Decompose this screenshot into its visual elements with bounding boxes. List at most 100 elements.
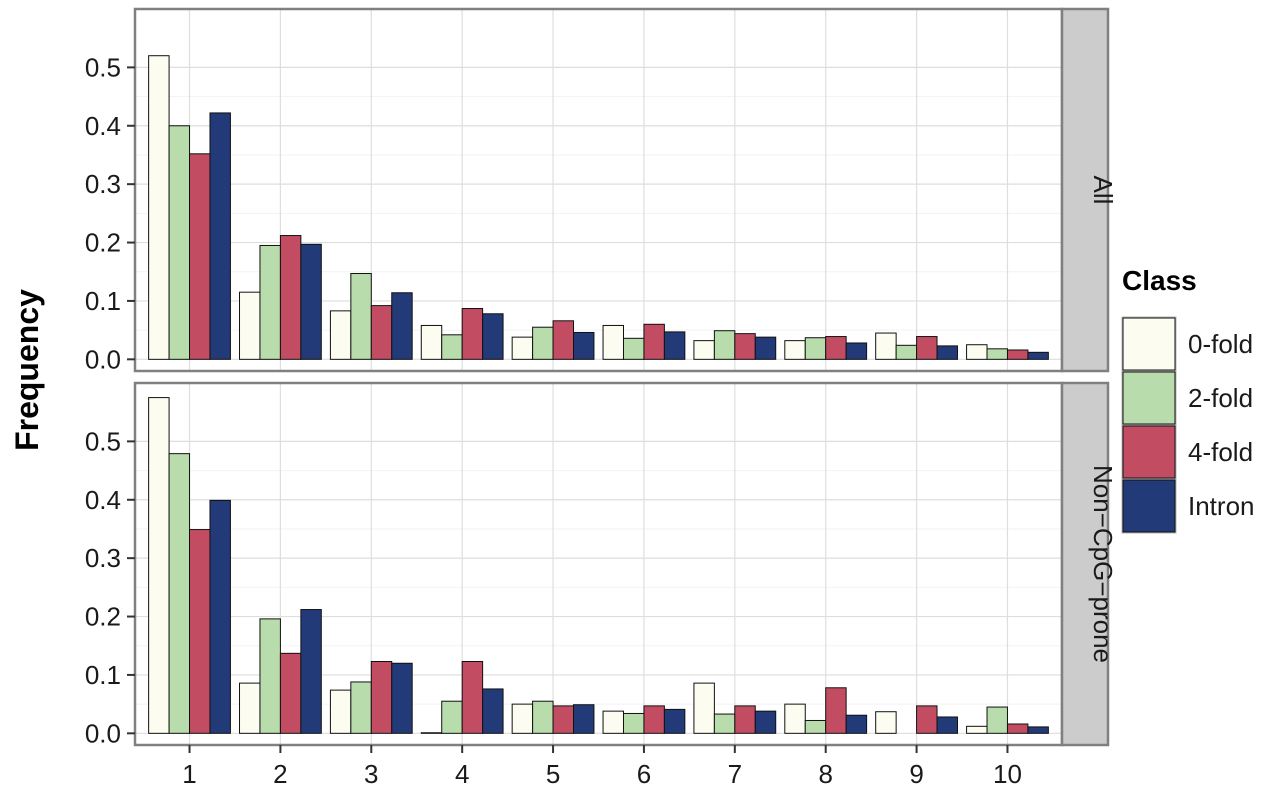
bar-2-fold-2	[259, 244, 281, 360]
legend-swatch-0-fold	[1122, 317, 1176, 371]
bar-0-fold-3	[329, 310, 352, 360]
x-tick-label: 2	[273, 759, 287, 789]
bar-4-fold-4	[461, 661, 484, 734]
bar-4-fold-8	[825, 336, 847, 360]
bar-2-fold-1	[168, 453, 191, 734]
bar-0-fold-3	[329, 689, 352, 734]
bar-intron-9	[936, 716, 958, 734]
x-tick-label: 1	[182, 759, 196, 789]
bar-2-fold-6	[622, 712, 645, 734]
bar-4-fold-2	[279, 235, 302, 360]
bar-2-fold-5	[532, 700, 554, 734]
legend-label: Intron	[1188, 491, 1255, 521]
y-tick-label: 0.0	[85, 344, 121, 374]
bar-intron-2	[300, 243, 322, 360]
bar-0-fold-2	[239, 682, 261, 734]
bar-intron-3	[391, 662, 413, 734]
panels-layer: All 0.0 0.1 0.2 0.3 0.4 0.5 Non−CpG−prone 0.0 0.1…	[85, 7, 1118, 748]
legend-swatch-intron	[1122, 479, 1176, 533]
bar-2-fold-3	[350, 681, 372, 734]
bar-0-fold-6	[602, 324, 624, 360]
y-tick-label: 0.2	[85, 228, 121, 258]
x-tick-label: 9	[909, 759, 923, 789]
bar-4-fold-10	[1006, 349, 1029, 360]
bar-2-fold-4	[441, 334, 463, 360]
bar-4-fold-6	[643, 323, 665, 360]
bar-intron-6	[663, 331, 686, 360]
bar-intron-10	[1027, 351, 1049, 360]
y-tick-label: 0.5	[85, 52, 121, 82]
x-tick-label: 10	[993, 759, 1022, 789]
panel-2: Non−CpG−prone 0.0 0.1 0.2 0.3 0.4 0.5	[85, 381, 1118, 748]
legend-items: 0-fold 2-fold 4-fold Intron	[1121, 316, 1255, 534]
x-tick-label: 6	[637, 759, 651, 789]
bar-2-fold-9	[895, 344, 918, 360]
facet-strip-label: Non−CpG−prone	[1088, 465, 1118, 663]
bar-2-fold-8	[804, 337, 827, 360]
bar-0-fold-4	[420, 324, 443, 360]
y-tick-label: 0.3	[85, 543, 121, 573]
bar-4-fold-9	[916, 705, 938, 734]
bar-2-fold-3	[350, 272, 372, 360]
bar-intron-2	[300, 609, 322, 734]
x-tick-label: 3	[364, 759, 378, 789]
bar-intron-7	[754, 336, 777, 360]
bar-4-fold-1	[189, 153, 211, 360]
bar-0-fold-8	[784, 340, 806, 360]
bar-4-fold-8	[825, 687, 847, 734]
bar-0-fold-1	[148, 397, 170, 734]
y-tick-label: 0.4	[85, 485, 121, 515]
bar-0-fold-8	[784, 703, 806, 734]
bar-2-fold-8	[804, 719, 827, 734]
legend-swatch-2-fold	[1122, 371, 1176, 425]
y-tick-label: 0.4	[85, 111, 121, 141]
x-tick-label: 7	[728, 759, 742, 789]
bar-4-fold-6	[643, 705, 665, 734]
y-tick-label: 0.1	[85, 286, 121, 316]
y-tick-label: 0.5	[85, 426, 121, 456]
bar-4-fold-5	[552, 320, 575, 360]
y-tick-label: 0.0	[85, 718, 121, 748]
bar-0-fold-9	[875, 711, 897, 734]
facet-strip	[1060, 7, 1110, 373]
bar-2-fold-2	[259, 618, 281, 734]
bar-intron-1	[209, 499, 231, 734]
bar-0-fold-2	[239, 291, 261, 360]
y-tick-label: 0.3	[85, 169, 121, 199]
legend-title: Class	[1122, 265, 1197, 296]
y-tick-label: 0.2	[85, 602, 121, 632]
bar-0-fold-6	[602, 710, 624, 734]
bar-intron-1	[209, 112, 231, 360]
bar-2-fold-5	[532, 326, 554, 360]
y-axis-title: Frequency	[9, 289, 45, 451]
bar-4-fold-10	[1006, 723, 1029, 734]
bar-intron-4	[482, 313, 504, 360]
bar-intron-3	[391, 292, 413, 360]
bar-0-fold-7	[693, 340, 715, 360]
x-tick-label: 4	[455, 759, 469, 789]
bar-0-fold-9	[875, 332, 897, 360]
bar-4-fold-1	[189, 529, 211, 734]
bar-2-fold-6	[622, 337, 645, 360]
bar-intron-7	[754, 710, 777, 734]
bar-0-fold-1	[148, 55, 170, 360]
bar-intron-5	[573, 704, 595, 734]
bar-4-fold-9	[916, 336, 938, 360]
bar-intron-9	[936, 345, 958, 360]
bar-2-fold-7	[713, 713, 736, 734]
bar-4-fold-7	[734, 333, 756, 360]
bar-intron-5	[573, 331, 595, 360]
bar-4-fold-2	[279, 652, 302, 734]
bar-2-fold-10	[986, 706, 1008, 734]
bar-4-fold-3	[370, 661, 393, 734]
x-axis: 1 2 3 4 5 6 7 8 9 10	[182, 745, 1022, 789]
facet-strip-label: All	[1088, 176, 1118, 205]
bar-intron-8	[845, 714, 868, 734]
bar-4-fold-5	[552, 705, 575, 734]
legend-label: 4-fold	[1188, 437, 1253, 467]
bar-0-fold-7	[693, 682, 715, 734]
y-tick-label: 0.1	[85, 660, 121, 690]
bar-2-fold-1	[168, 125, 191, 360]
x-tick-label: 5	[546, 759, 560, 789]
bar-0-fold-10	[966, 725, 988, 734]
